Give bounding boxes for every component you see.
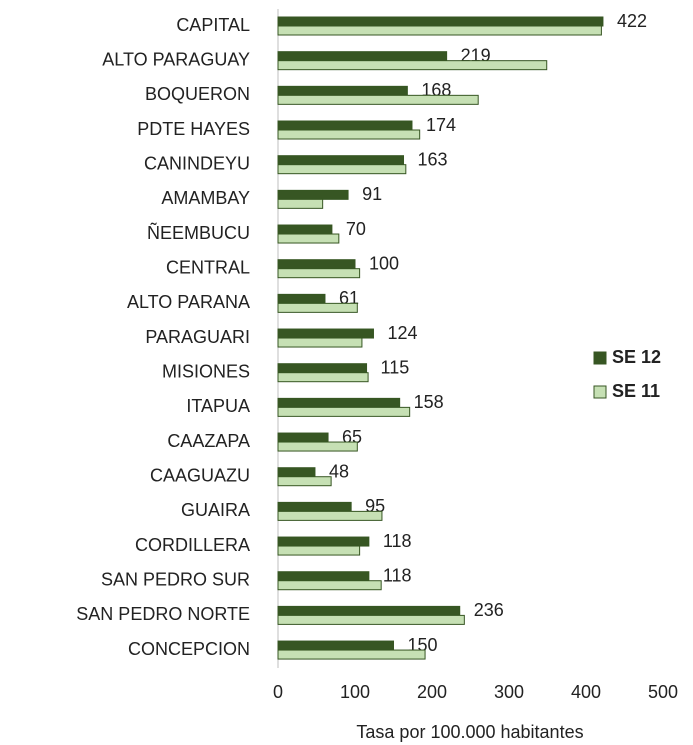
value-label: 100 <box>369 253 399 273</box>
value-label: 158 <box>414 392 444 412</box>
bar <box>277 406 411 417</box>
value-label: 124 <box>387 323 417 343</box>
bar <box>277 580 382 591</box>
x-axis-title: Tasa por 100.000 habitantes <box>356 722 583 742</box>
x-tick-label: 200 <box>417 682 447 702</box>
y-tick-label: AMAMBAY <box>161 188 250 208</box>
y-tick-label: PDTE HAYES <box>137 119 250 139</box>
y-tick-label: ALTO PARAGUAY <box>102 49 250 69</box>
bar <box>277 120 413 131</box>
value-label: 91 <box>362 184 382 204</box>
bar <box>277 155 405 166</box>
bar <box>277 441 358 452</box>
bar <box>277 302 358 313</box>
y-tick-label: PARAGUARI <box>145 327 250 347</box>
bar <box>277 328 374 339</box>
bar <box>277 129 421 140</box>
y-tick-label: CAAZAPA <box>167 431 250 451</box>
bar <box>277 164 407 175</box>
bar <box>277 536 370 547</box>
x-tick-label: 300 <box>494 682 524 702</box>
value-label: 163 <box>418 149 448 169</box>
bar <box>277 60 548 71</box>
bar <box>277 16 604 27</box>
bar <box>277 259 356 270</box>
x-tick-label: 100 <box>340 682 370 702</box>
bar <box>277 198 324 209</box>
bar <box>277 640 394 651</box>
x-tick-label: 400 <box>571 682 601 702</box>
bar <box>277 85 408 96</box>
value-label: 422 <box>617 11 647 31</box>
bar <box>277 233 340 244</box>
bar <box>277 51 448 62</box>
y-tick-label: CONCEPCION <box>128 639 250 659</box>
bar <box>277 571 370 582</box>
y-tick-label: ALTO PARANA <box>127 292 250 312</box>
bar <box>277 293 326 304</box>
legend-swatch <box>593 351 607 365</box>
bar <box>277 94 479 105</box>
value-label: 174 <box>426 115 456 135</box>
y-tick-label: CAAGUAZU <box>150 465 250 485</box>
bar <box>277 510 383 521</box>
bar <box>277 476 332 487</box>
legend-label: SE 11 <box>612 381 660 401</box>
y-tick-label: SAN PEDRO NORTE <box>76 604 250 624</box>
bar <box>277 268 361 279</box>
bar <box>277 397 401 408</box>
bar <box>277 649 426 660</box>
value-label: 115 <box>381 357 410 377</box>
y-tick-label: ÑEEMBUCU <box>147 222 250 243</box>
bar <box>277 614 465 625</box>
x-tick-label: 500 <box>648 682 678 702</box>
y-tick-label: CAPITAL <box>176 15 250 35</box>
bar <box>277 337 363 348</box>
bar <box>277 372 369 383</box>
bar <box>277 363 368 374</box>
value-label: 48 <box>329 461 349 481</box>
y-tick-label: GUAIRA <box>181 500 250 520</box>
bar <box>277 501 352 512</box>
bar <box>277 25 602 36</box>
bar <box>277 432 329 443</box>
bar <box>277 467 316 478</box>
value-label: 118 <box>383 531 412 551</box>
legend-swatch <box>593 385 607 399</box>
y-tick-label: SAN PEDRO SUR <box>101 569 250 589</box>
y-tick-label: MISIONES <box>162 361 250 381</box>
value-label: 118 <box>383 565 412 585</box>
bar <box>277 189 349 200</box>
y-tick-label: CORDILLERA <box>135 535 250 555</box>
bar <box>277 224 333 235</box>
x-tick-label: 0 <box>273 682 283 702</box>
bar <box>277 605 461 616</box>
y-tick-label: BOQUERON <box>145 84 250 104</box>
y-tick-label: ITAPUA <box>186 396 250 416</box>
value-label: 70 <box>346 219 366 239</box>
y-tick-label: CENTRAL <box>166 257 250 277</box>
legend-label: SE 12 <box>612 347 661 367</box>
y-tick-label: CANINDEYU <box>144 153 250 173</box>
value-label: 236 <box>474 600 504 620</box>
bar <box>277 545 361 556</box>
